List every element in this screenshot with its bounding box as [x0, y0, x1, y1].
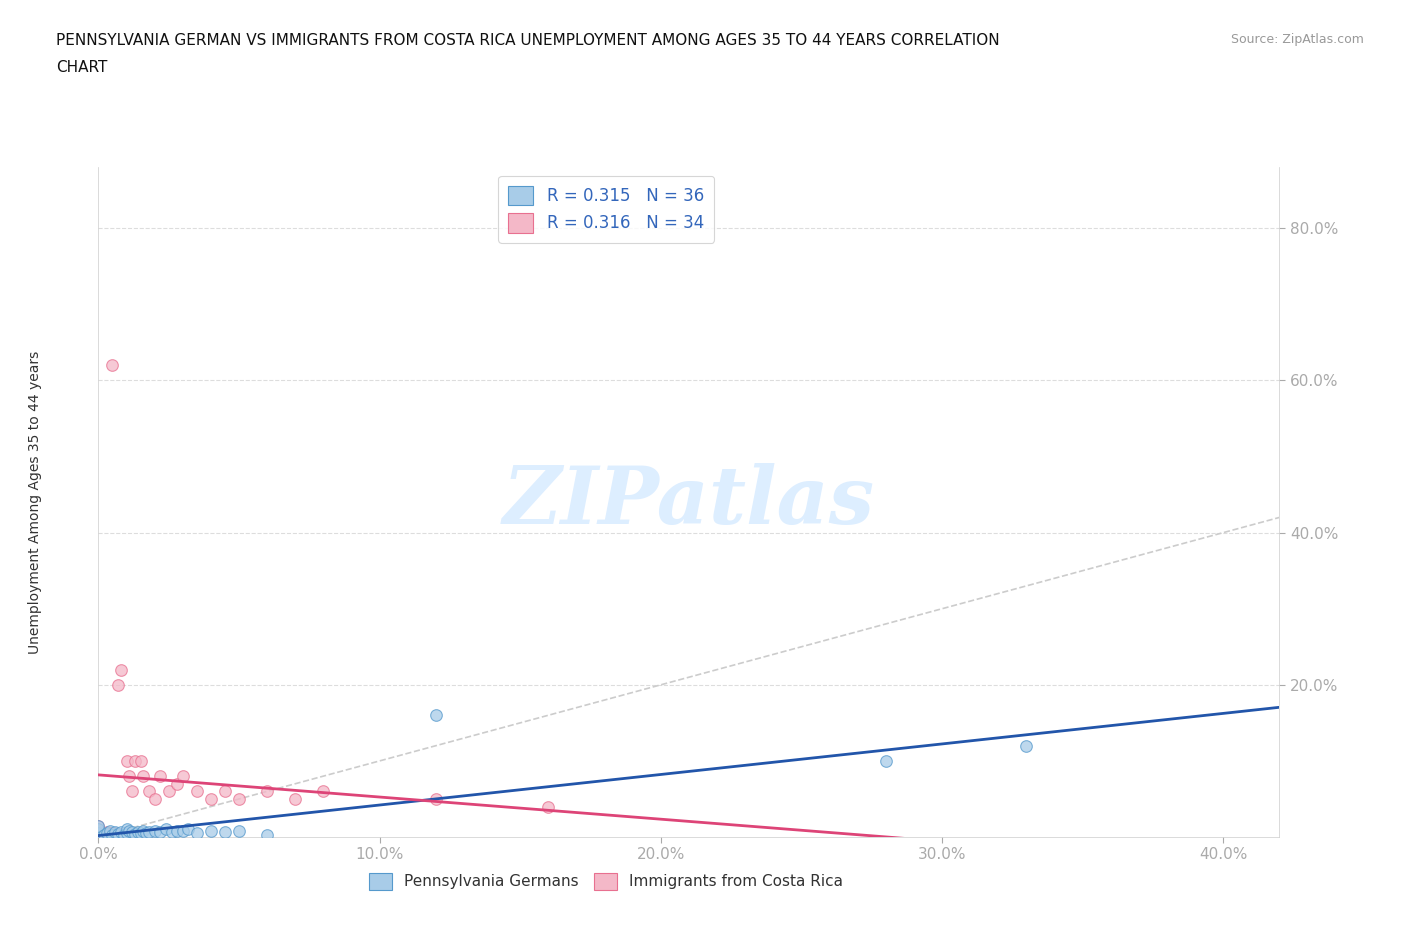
- Text: CHART: CHART: [56, 60, 108, 75]
- Point: [93, 828, 115, 843]
- Point: [87, 826, 110, 841]
- Point: [143, 823, 166, 838]
- Point: [101, 828, 124, 843]
- Point: [228, 791, 250, 806]
- Point: [129, 753, 152, 768]
- Point: [98, 826, 121, 841]
- Point: [132, 823, 155, 838]
- Point: [87, 818, 110, 833]
- Point: [124, 827, 146, 842]
- Point: [166, 777, 188, 791]
- Point: [121, 825, 143, 840]
- Point: [425, 708, 447, 723]
- Point: [93, 827, 115, 842]
- Point: [124, 753, 146, 768]
- Legend: Pennsylvania Germans, Immigrants from Costa Rica: Pennsylvania Germans, Immigrants from Co…: [363, 867, 849, 897]
- Point: [132, 769, 155, 784]
- Point: [101, 826, 124, 841]
- Point: [87, 822, 110, 837]
- Point: [110, 662, 132, 677]
- Point: [121, 784, 143, 799]
- Point: [143, 791, 166, 806]
- Point: [87, 826, 110, 841]
- Point: [98, 823, 121, 838]
- Point: [115, 826, 138, 841]
- Point: [537, 799, 560, 814]
- Point: [110, 824, 132, 839]
- Point: [135, 826, 157, 841]
- Point: [149, 825, 172, 840]
- Point: [214, 825, 236, 840]
- Point: [1015, 738, 1038, 753]
- Point: [90, 826, 112, 841]
- Point: [157, 784, 180, 799]
- Point: [129, 826, 152, 841]
- Point: [118, 823, 141, 838]
- Point: [172, 769, 194, 784]
- Point: [425, 791, 447, 806]
- Point: [104, 825, 127, 840]
- Point: [155, 822, 177, 837]
- Point: [186, 784, 208, 799]
- Point: [127, 824, 149, 839]
- Point: [228, 823, 250, 838]
- Text: Unemployment Among Ages 35 to 44 years: Unemployment Among Ages 35 to 44 years: [28, 351, 42, 654]
- Point: [101, 358, 124, 373]
- Point: [112, 828, 135, 843]
- Point: [87, 822, 110, 837]
- Point: [87, 818, 110, 833]
- Point: [186, 826, 208, 841]
- Text: PENNSYLVANIA GERMAN VS IMMIGRANTS FROM COSTA RICA UNEMPLOYMENT AMONG AGES 35 TO : PENNSYLVANIA GERMAN VS IMMIGRANTS FROM C…: [56, 33, 1000, 47]
- Point: [200, 823, 222, 838]
- Point: [149, 769, 172, 784]
- Point: [312, 784, 335, 799]
- Point: [107, 677, 129, 692]
- Point: [104, 826, 127, 841]
- Point: [160, 825, 183, 840]
- Point: [112, 826, 135, 841]
- Point: [115, 822, 138, 837]
- Point: [214, 784, 236, 799]
- Point: [172, 823, 194, 838]
- Point: [256, 828, 278, 843]
- Point: [256, 784, 278, 799]
- Point: [284, 791, 307, 806]
- Point: [166, 823, 188, 838]
- Point: [118, 769, 141, 784]
- Point: [138, 784, 160, 799]
- Text: ZIPatlas: ZIPatlas: [503, 463, 875, 541]
- Point: [875, 753, 897, 768]
- Point: [200, 791, 222, 806]
- Point: [177, 822, 200, 837]
- Point: [138, 825, 160, 840]
- Point: [115, 753, 138, 768]
- Text: Source: ZipAtlas.com: Source: ZipAtlas.com: [1230, 33, 1364, 46]
- Point: [96, 826, 118, 841]
- Point: [107, 827, 129, 842]
- Point: [96, 825, 118, 840]
